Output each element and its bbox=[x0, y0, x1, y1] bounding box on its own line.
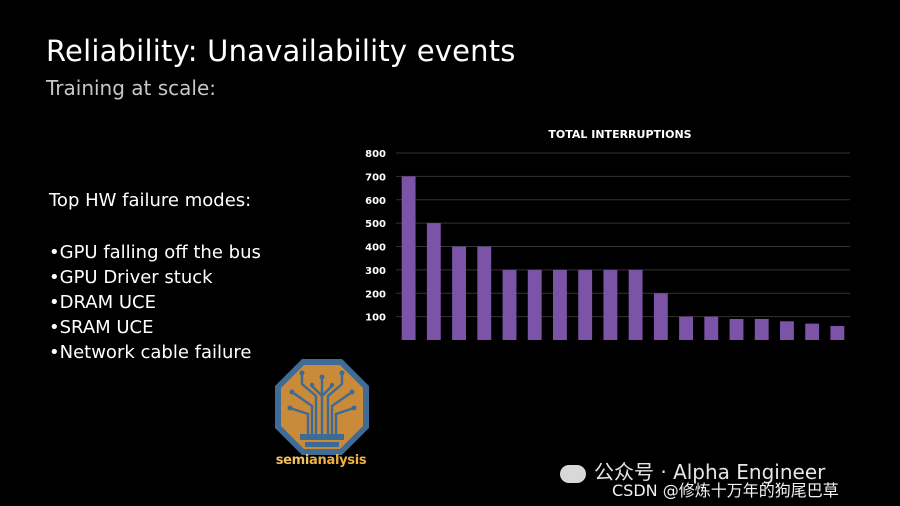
hw-failure-list: •GPU falling off the bus •GPU Driver stu… bbox=[49, 240, 261, 365]
slide-subtitle: Training at scale: bbox=[46, 76, 216, 100]
bar bbox=[502, 269, 517, 340]
bar bbox=[553, 269, 567, 340]
logo-text-analysis: analysis bbox=[309, 453, 367, 468]
y-tick-label: 500 bbox=[365, 219, 386, 230]
y-tick-label: 600 bbox=[365, 196, 386, 207]
bar bbox=[603, 269, 618, 340]
slide-title: Reliability: Unavailability events bbox=[46, 34, 516, 68]
y-tick-label: 800 bbox=[365, 149, 386, 160]
bar bbox=[578, 269, 593, 340]
bar bbox=[426, 223, 441, 340]
bar bbox=[729, 318, 744, 340]
list-item: •Network cable failure bbox=[49, 342, 252, 363]
bar bbox=[452, 246, 466, 340]
y-tick-label: 200 bbox=[365, 289, 386, 300]
watermark-csdn: CSDN @修炼十万年的狗尾巴草 bbox=[612, 481, 839, 500]
wechat-icon bbox=[560, 464, 586, 483]
list-item: •SRAM UCE bbox=[49, 317, 154, 338]
logo-text-semi: semi bbox=[275, 453, 310, 468]
list-item: •GPU Driver stuck bbox=[49, 267, 213, 288]
bar bbox=[679, 316, 693, 340]
bar bbox=[401, 176, 416, 340]
y-tick-label: 700 bbox=[365, 172, 386, 183]
logo-wordmark: semianalysis bbox=[272, 453, 370, 468]
bar bbox=[805, 323, 820, 340]
bar bbox=[653, 293, 668, 340]
bar-chart: 100 200 300 400 500 600 700 800 bbox=[365, 149, 850, 340]
y-tick-label: 100 bbox=[365, 313, 386, 324]
list-item: •DRAM UCE bbox=[49, 292, 156, 313]
watermark-text-1: 公众号 · Alpha Engineer bbox=[594, 460, 826, 484]
bar bbox=[754, 318, 769, 340]
chart-title: TOTAL INTERRUPTIONS bbox=[548, 128, 692, 141]
bar bbox=[830, 325, 845, 340]
y-tick-label: 400 bbox=[365, 243, 386, 254]
watermark-wechat: 公众号 · Alpha Engineer bbox=[560, 456, 825, 485]
bar bbox=[477, 246, 492, 340]
bar bbox=[780, 321, 794, 340]
list-item: •GPU falling off the bus bbox=[49, 242, 261, 263]
hw-failure-heading: Top HW failure modes: bbox=[49, 190, 252, 211]
bar bbox=[704, 316, 719, 340]
bar bbox=[527, 269, 542, 340]
y-tick-label: 300 bbox=[365, 266, 386, 277]
semianalysis-logo bbox=[275, 359, 369, 455]
bar bbox=[628, 269, 643, 340]
